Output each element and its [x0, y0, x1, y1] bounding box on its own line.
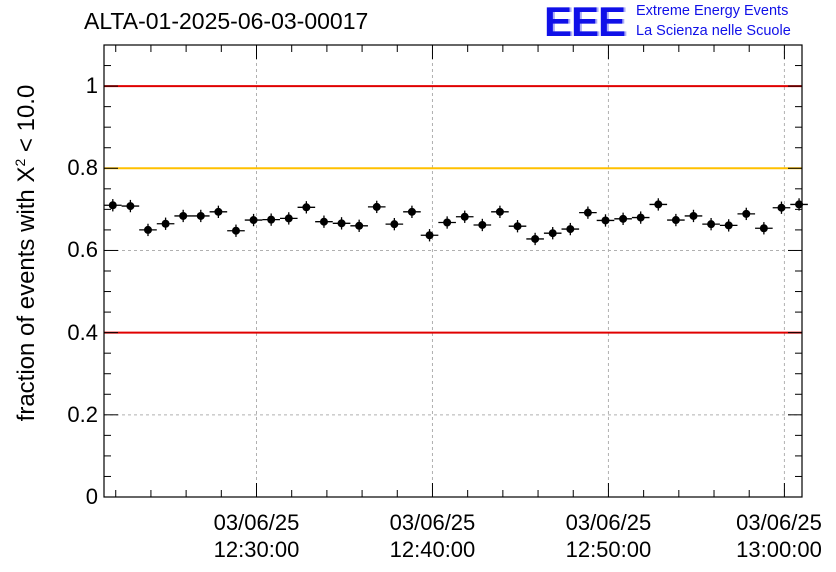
data-point	[566, 225, 575, 234]
x-tick-date: 03/06/25	[736, 510, 822, 535]
data-point	[143, 225, 152, 234]
x-tick-time: 12:30:00	[213, 537, 300, 562]
data-point	[548, 229, 557, 238]
data-point	[407, 207, 416, 216]
data-point	[337, 219, 346, 228]
y-tick-label: 0.8	[67, 155, 98, 181]
data-point	[179, 211, 188, 220]
y-tick-label: 0.2	[67, 401, 98, 427]
x-tick-date: 03/06/25	[213, 510, 300, 535]
data-point	[724, 221, 733, 230]
x-tick-label: 03/06/25 13:00:00	[724, 509, 834, 563]
data-point	[619, 214, 628, 223]
data-point	[601, 216, 610, 225]
y-tick-label: 1	[85, 73, 98, 99]
data-point	[742, 209, 751, 218]
data-point	[443, 218, 452, 227]
eee-logo: EEE Extreme Energy Events La Scienza nel…	[544, 0, 836, 45]
eee-logo-mark: EEE	[544, 0, 626, 45]
data-point	[302, 203, 311, 212]
data-point	[531, 234, 540, 243]
data-point	[214, 207, 223, 216]
data-point	[583, 208, 592, 217]
data-point	[390, 220, 399, 229]
logo-text-line-2: La Scienza nelle Scuole	[636, 23, 791, 39]
x-tick-date: 03/06/25	[565, 510, 652, 535]
data-point	[654, 200, 663, 209]
data-point	[161, 219, 170, 228]
data-point	[126, 202, 135, 211]
data-point	[777, 203, 786, 212]
y-tick-label: 0	[85, 484, 98, 509]
x-tick-time: 12:40:00	[389, 537, 476, 562]
chart-title: ALTA-01-2025-06-03-00017	[84, 8, 369, 34]
data-point	[249, 216, 258, 225]
plot-frame	[103, 44, 803, 498]
data-point	[372, 202, 381, 211]
data-point	[196, 211, 205, 220]
data-point	[795, 200, 804, 209]
x-tick-label: 03/06/25 12:50:00	[553, 509, 663, 563]
data-point	[495, 207, 504, 216]
logo-text-line-1: Extreme Energy Events	[636, 3, 789, 19]
y-tick-label: 0.4	[67, 319, 98, 345]
data-point	[267, 215, 276, 224]
y-tick-label: 0.6	[67, 237, 98, 263]
data-point	[284, 214, 293, 223]
data-point	[689, 211, 698, 220]
x-tick-label: 03/06/25 12:30:00	[202, 509, 312, 563]
data-point	[478, 220, 487, 229]
data-point	[231, 226, 240, 235]
data-point	[707, 220, 716, 229]
data-point	[108, 201, 117, 210]
data-point	[460, 212, 469, 221]
data-point	[319, 217, 328, 226]
x-tick-time: 12:50:00	[565, 537, 652, 562]
data-point	[636, 213, 645, 222]
data-point	[513, 222, 522, 231]
x-tick-date: 03/06/25	[389, 510, 476, 535]
data-point	[425, 231, 434, 240]
x-tick-label: 03/06/25 12:40:00	[377, 509, 487, 563]
x-tick-time: 13:00:00	[736, 537, 822, 562]
data-point	[759, 224, 768, 233]
data-point	[671, 216, 680, 225]
data-point	[355, 221, 364, 230]
